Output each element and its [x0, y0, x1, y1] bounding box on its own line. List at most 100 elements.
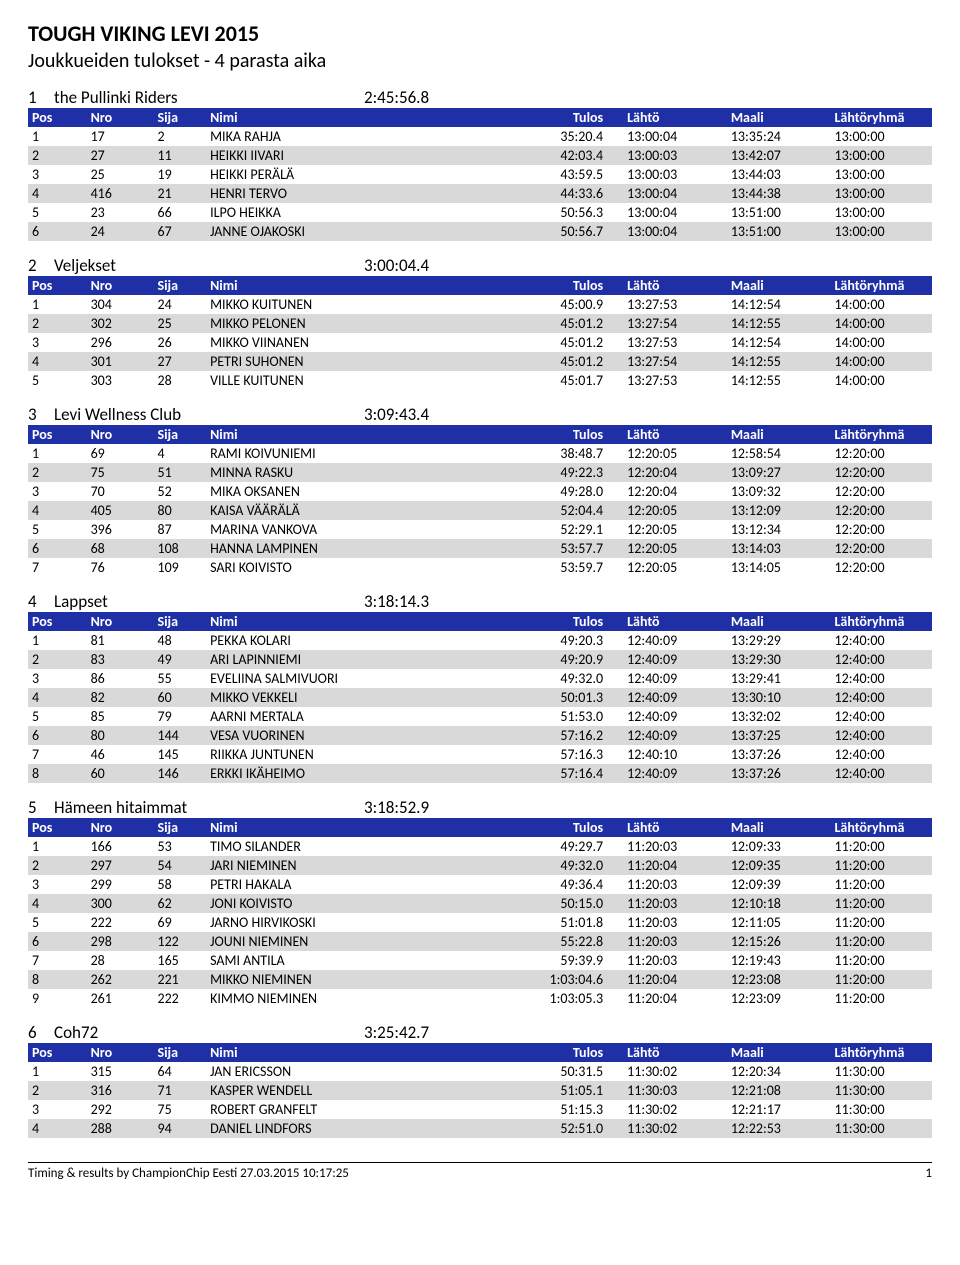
cell-lahto: 11:30:02 [623, 1062, 727, 1081]
cell-maali: 14:12:54 [727, 333, 831, 352]
cell-nro: 83 [69, 650, 148, 669]
cell-nimi: MIKKO VEKKELI [206, 688, 477, 707]
cell-nro: 296 [69, 333, 148, 352]
cell-pos: 5 [28, 707, 69, 726]
cell-nimi: MIKKO KUITUNEN [206, 295, 477, 314]
cell-nro: 299 [69, 875, 148, 894]
col-nimi: Nimi [206, 818, 477, 837]
col-lahto: Lähtö [623, 818, 727, 837]
cell-lahtoryhma: 13:00:00 [831, 127, 933, 146]
cell-nimi: PETRI SUHONEN [206, 352, 477, 371]
cell-pos: 4 [28, 501, 69, 520]
cell-sija: 69 [147, 913, 206, 932]
cell-tulos: 49:28.0 [477, 482, 624, 501]
cell-nro: 416 [69, 184, 148, 203]
cell-lahto: 12:20:05 [623, 558, 727, 577]
cell-nro: 24 [69, 222, 148, 241]
cell-nro: 81 [69, 631, 148, 650]
col-lahtoryhma: Lähtöryhmä [831, 818, 933, 837]
col-lahtoryhma: Lähtöryhmä [831, 108, 933, 127]
cell-lahto: 13:00:04 [623, 203, 727, 222]
cell-lahtoryhma: 14:00:00 [831, 333, 933, 352]
cell-nro: 262 [69, 970, 148, 989]
cell-nro: 70 [69, 482, 148, 501]
cell-nimi: RAMI KOIVUNIEMI [206, 444, 477, 463]
cell-pos: 1 [28, 631, 69, 650]
cell-tulos: 51:01.8 [477, 913, 624, 932]
cell-lahtoryhma: 12:40:00 [831, 726, 933, 745]
cell-pos: 3 [28, 165, 69, 184]
cell-lahto: 11:30:03 [623, 1081, 727, 1100]
cell-sija: 26 [147, 333, 206, 352]
cell-nro: 301 [69, 352, 148, 371]
cell-lahtoryhma: 12:20:00 [831, 501, 933, 520]
cell-sija: 54 [147, 856, 206, 875]
col-pos: Pos [28, 108, 69, 127]
table-row: 116653TIMO SILANDER49:29.711:20:0312:09:… [28, 837, 932, 856]
table-row: 22711HEIKKI IIVARI42:03.413:00:0313:42:0… [28, 146, 932, 165]
cell-nimi: SARI KOIVISTO [206, 558, 477, 577]
cell-pos: 5 [28, 371, 69, 390]
col-tulos: Tulos [477, 818, 624, 837]
cell-maali: 13:51:00 [727, 203, 831, 222]
cell-tulos: 50:56.3 [477, 203, 624, 222]
cell-nimi: MINNA RASKU [206, 463, 477, 482]
col-nimi: Nimi [206, 108, 477, 127]
table-header-row: PosNroSijaNimiTulosLähtöMaaliLähtöryhmä [28, 612, 932, 631]
results-table: PosNroSijaNimiTulosLähtöMaaliLähtöryhmä1… [28, 612, 932, 783]
col-tulos: Tulos [477, 276, 624, 295]
col-pos: Pos [28, 425, 69, 444]
cell-lahtoryhma: 11:30:00 [831, 1119, 933, 1138]
cell-nro: 297 [69, 856, 148, 875]
cell-sija: 165 [147, 951, 206, 970]
cell-sija: 62 [147, 894, 206, 913]
col-lahtoryhma: Lähtöryhmä [831, 1043, 933, 1062]
cell-lahto: 11:30:02 [623, 1100, 727, 1119]
cell-lahtoryhma: 11:30:00 [831, 1062, 933, 1081]
cell-pos: 8 [28, 970, 69, 989]
team-header: 2Veljekset3:00:04.4 [28, 255, 932, 276]
footer-left: Timing & results by ChampionChip Eesti 2… [28, 1166, 349, 1181]
cell-maali: 14:12:55 [727, 314, 831, 333]
col-pos: Pos [28, 276, 69, 295]
cell-nimi: VILLE KUITUNEN [206, 371, 477, 390]
cell-nro: 288 [69, 1119, 148, 1138]
cell-nimi: AARNI MERTALA [206, 707, 477, 726]
cell-nro: 222 [69, 913, 148, 932]
table-row: 6298122JOUNI NIEMINEN55:22.811:20:0312:1… [28, 932, 932, 951]
cell-nro: 300 [69, 894, 148, 913]
team-rank: 2 [28, 255, 54, 276]
cell-lahtoryhma: 13:00:00 [831, 184, 933, 203]
cell-pos: 4 [28, 894, 69, 913]
cell-maali: 13:35:24 [727, 127, 831, 146]
results-table: PosNroSijaNimiTulosLähtöMaaliLähtöryhmä 1… [28, 276, 932, 390]
cell-pos: 9 [28, 989, 69, 1008]
table-row: 1172MIKA RAHJA35:20.413:00:0413:35:2413:… [28, 127, 932, 146]
cell-nimi: KASPER WENDELL [206, 1081, 477, 1100]
cell-nimi: KIMMO NIEMINEN [206, 989, 477, 1008]
team-time: 3:18:14.3 [364, 591, 429, 612]
cell-nimi: VESA VUORINEN [206, 726, 477, 745]
cell-nimi: MIKA RAHJA [206, 127, 477, 146]
cell-tulos: 45:01.2 [477, 352, 624, 371]
cell-pos: 3 [28, 875, 69, 894]
team-time: 3:09:43.4 [364, 404, 429, 425]
cell-lahto: 12:20:05 [623, 539, 727, 558]
cell-pos: 5 [28, 913, 69, 932]
col-maali: Maali [727, 276, 831, 295]
team-time: 2:45:56.8 [364, 87, 429, 108]
table-header-row: PosNroSijaNimiTulosLähtöMaaliLähtöryhmä [28, 276, 932, 295]
cell-nimi: HEIKKI PERÄLÄ [206, 165, 477, 184]
cell-maali: 14:12:55 [727, 352, 831, 371]
cell-nro: 298 [69, 932, 148, 951]
table-row: 38655EVELIINA SALMIVUORI49:32.012:40:091… [28, 669, 932, 688]
cell-nimi: PEKKA KOLARI [206, 631, 477, 650]
col-nimi: Nimi [206, 276, 477, 295]
page-footer: Timing & results by ChampionChip Eesti 2… [28, 1162, 932, 1181]
col-lahto: Lähtö [623, 108, 727, 127]
cell-tulos: 35:20.4 [477, 127, 624, 146]
cell-lahto: 11:20:03 [623, 894, 727, 913]
cell-maali: 13:37:25 [727, 726, 831, 745]
cell-lahtoryhma: 11:20:00 [831, 894, 933, 913]
cell-nro: 85 [69, 707, 148, 726]
